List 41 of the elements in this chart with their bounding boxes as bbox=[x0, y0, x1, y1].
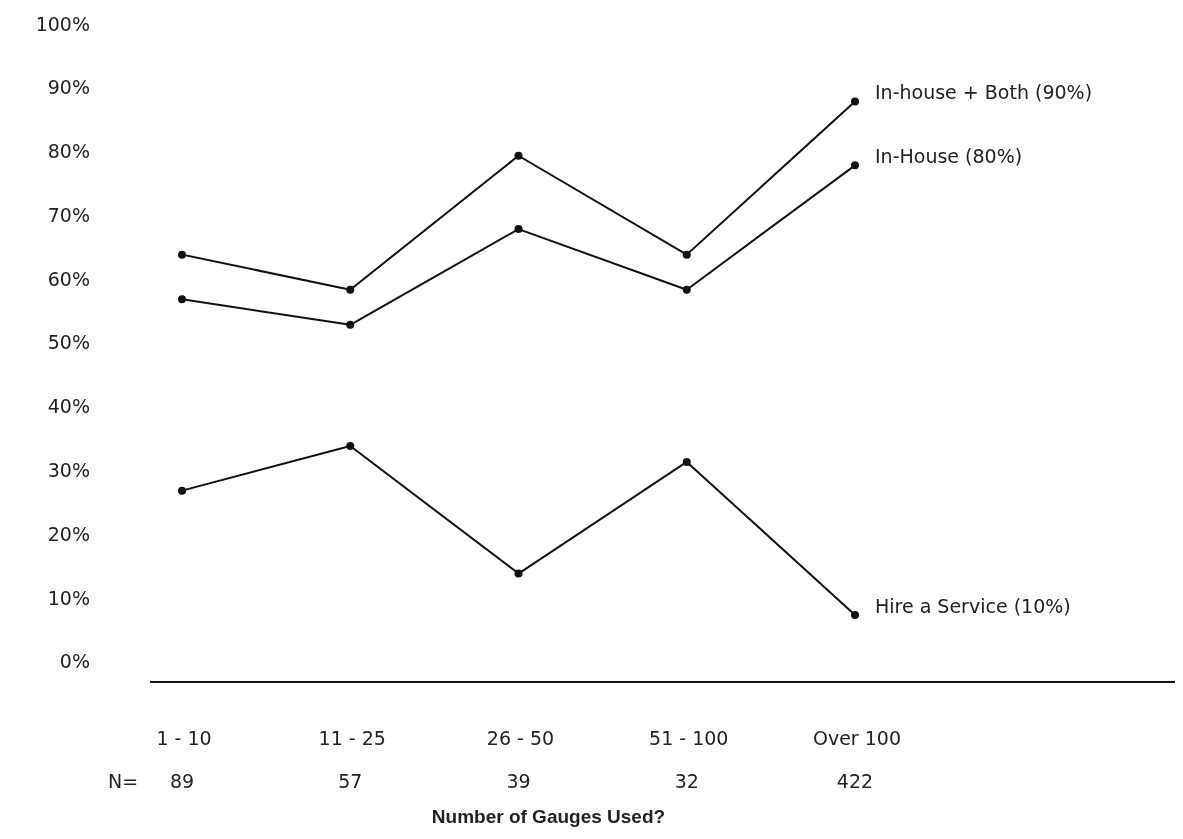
point bbox=[514, 225, 523, 234]
x-tick-label: Over 100 bbox=[812, 727, 902, 749]
point bbox=[682, 285, 691, 294]
y-tick-label: 40% bbox=[47, 395, 90, 418]
y-tick-label: 60% bbox=[47, 267, 90, 290]
series-label: In-house + Both (90%) bbox=[875, 81, 1093, 104]
point bbox=[851, 611, 859, 620]
y-tick-label: 10% bbox=[47, 586, 90, 609]
point bbox=[514, 151, 523, 160]
y-tick-label: 20% bbox=[47, 522, 90, 545]
text: N= bbox=[108, 770, 139, 792]
point bbox=[851, 97, 859, 106]
point bbox=[682, 457, 691, 466]
series-label: In-House (80%) bbox=[875, 144, 1023, 167]
x-axis-title: Number of Gauges Used? bbox=[431, 806, 666, 827]
y-tick-label: 0% bbox=[59, 650, 90, 673]
x-tick-label: 11 - 25 bbox=[318, 727, 386, 749]
text: 57 bbox=[338, 770, 363, 792]
text: 89 bbox=[169, 770, 195, 792]
y-tick-label: 80% bbox=[47, 140, 90, 163]
text: 39 bbox=[506, 770, 531, 792]
point bbox=[178, 486, 186, 495]
y-tick-label: 70% bbox=[47, 203, 90, 226]
point bbox=[851, 161, 859, 170]
text: 32 bbox=[674, 770, 699, 792]
y-tick-label: 30% bbox=[47, 459, 90, 481]
point bbox=[514, 569, 523, 578]
x-tick-label: 1 - 10 bbox=[156, 727, 212, 749]
point bbox=[682, 250, 691, 259]
point bbox=[346, 441, 355, 450]
text: 422 bbox=[836, 770, 874, 792]
point bbox=[346, 285, 355, 294]
point bbox=[346, 320, 355, 329]
x-tick-label: 51 - 100 bbox=[649, 727, 729, 749]
x-tick-label: 26 - 50 bbox=[486, 727, 555, 749]
point bbox=[178, 295, 186, 304]
y-tick-label: 100% bbox=[35, 12, 90, 35]
point bbox=[178, 250, 186, 259]
y-tick-label: 90% bbox=[47, 76, 90, 99]
y-tick-label: 50% bbox=[47, 331, 90, 354]
series-label: Hire a Service (10%) bbox=[875, 594, 1071, 617]
